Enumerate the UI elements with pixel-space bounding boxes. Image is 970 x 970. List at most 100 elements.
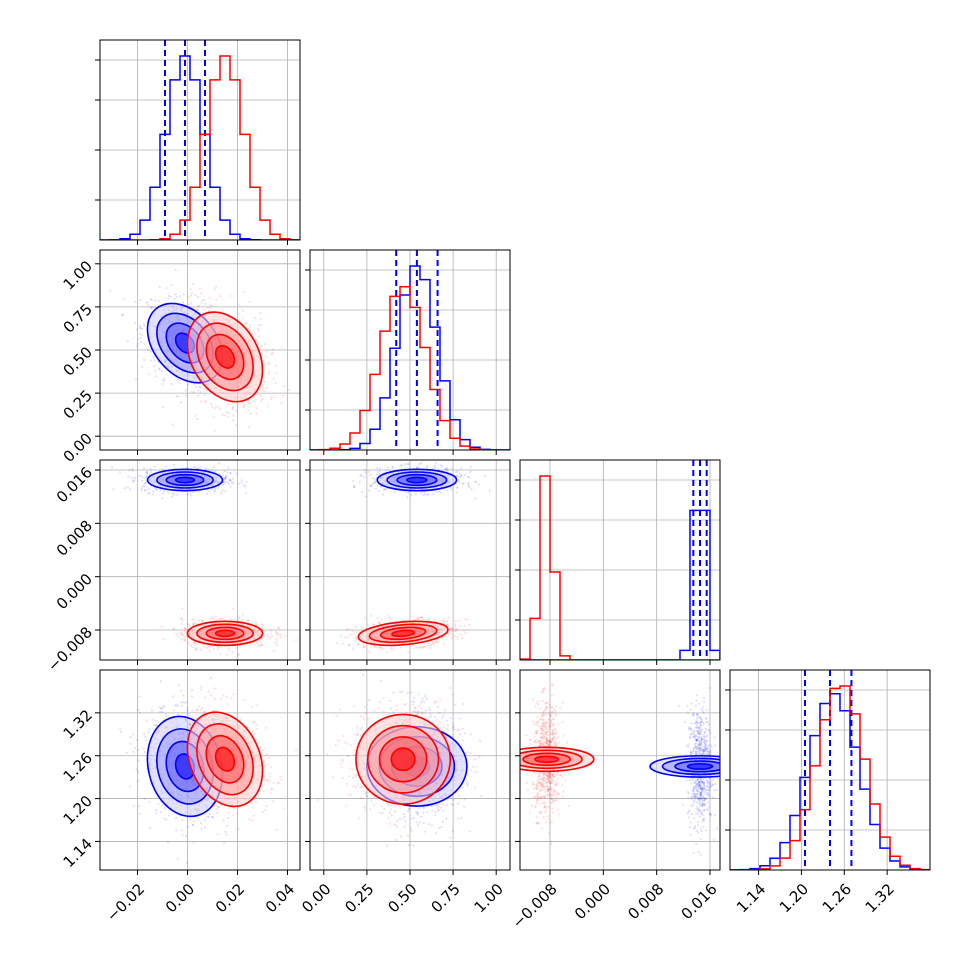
- scatter-point: [150, 306, 152, 308]
- scatter-point: [467, 482, 469, 484]
- scatter-point: [109, 290, 111, 292]
- scatter-point: [211, 406, 213, 408]
- scatter-point: [132, 480, 134, 482]
- scatter-point: [216, 405, 218, 407]
- scatter-point: [198, 313, 200, 315]
- scatter-point: [363, 645, 365, 647]
- scatter-point: [252, 400, 254, 402]
- scatter-point: [354, 626, 356, 628]
- scatter-point: [139, 474, 141, 476]
- scatter-point: [454, 630, 456, 632]
- scatter-point: [199, 466, 201, 468]
- scatter-point: [275, 372, 277, 374]
- scatter-point: [448, 632, 450, 634]
- scatter-point: [185, 835, 187, 837]
- scatter-point: [172, 423, 174, 425]
- scatter-point: [361, 627, 363, 629]
- scatter-point: [363, 476, 365, 478]
- scatter-point: [178, 684, 180, 686]
- scatter-point: [456, 491, 458, 493]
- scatter-point: [274, 382, 276, 384]
- scatter-point: [175, 343, 177, 345]
- scatter-point: [186, 706, 188, 708]
- scatter-point: [238, 483, 240, 485]
- scatter-point: [352, 648, 354, 650]
- scatter-point: [282, 395, 284, 397]
- scatter-point: [433, 619, 435, 621]
- scatter-point: [451, 637, 453, 639]
- scatter-point: [378, 490, 380, 492]
- scatter-point: [275, 631, 277, 633]
- scatter-point: [223, 842, 225, 844]
- scatter-point: [229, 479, 231, 481]
- scatter-point: [215, 804, 217, 806]
- corner-plot: 0.000.250.500.751.00−0.0080.0000.0080.01…: [0, 0, 970, 970]
- scatter-point: [285, 635, 287, 637]
- scatter-point: [131, 477, 133, 479]
- scatter-point: [196, 643, 198, 645]
- scatter-point: [175, 817, 177, 819]
- scatter-point: [410, 494, 412, 496]
- scatter-point: [237, 654, 239, 656]
- scatter-point: [275, 638, 277, 640]
- scatter-point: [352, 480, 354, 482]
- scatter-point: [129, 736, 131, 738]
- scatter-point: [141, 489, 143, 491]
- scatter-point: [227, 647, 229, 649]
- scatter-point: [172, 695, 174, 697]
- scatter-point: [192, 841, 194, 843]
- scatter-point: [470, 466, 472, 468]
- scatter-point: [134, 301, 136, 303]
- scatter-point: [163, 817, 165, 819]
- scatter-point: [355, 637, 357, 639]
- scatter-point: [484, 475, 486, 477]
- scatter-point: [248, 426, 250, 428]
- scatter-point: [447, 624, 449, 626]
- scatter-point: [454, 620, 456, 622]
- scatter-point: [192, 283, 194, 285]
- scatter-point: [269, 629, 271, 631]
- scatter-point: [432, 641, 434, 643]
- scatter-point: [167, 492, 169, 494]
- scatter-point: [189, 818, 191, 820]
- scatter-point: [182, 342, 184, 344]
- scatter-point: [139, 813, 141, 815]
- scatter-point: [273, 378, 275, 380]
- scatter-point: [163, 490, 165, 492]
- y-tick-label: 0.75: [60, 300, 96, 336]
- scatter-point: [459, 625, 461, 627]
- scatter-point: [181, 619, 183, 621]
- scatter-point: [451, 627, 453, 629]
- scatter-point: [148, 373, 150, 375]
- scatter-point: [152, 490, 154, 492]
- scatter-point: [353, 486, 355, 488]
- scatter-point: [140, 487, 142, 489]
- scatter-point: [197, 389, 199, 391]
- scatter-point: [235, 410, 237, 412]
- scatter-point: [221, 489, 223, 491]
- scatter-point: [175, 829, 177, 831]
- scatter-point: [340, 635, 342, 637]
- scatter-point: [144, 751, 146, 753]
- scatter-point: [177, 379, 179, 381]
- scatter-point: [243, 484, 245, 486]
- scatter-point: [161, 468, 163, 470]
- scatter-point: [181, 370, 183, 372]
- scatter-point: [144, 490, 146, 492]
- scatter-point: [229, 472, 231, 474]
- scatter-point: [154, 720, 156, 722]
- scatter-point: [233, 619, 235, 621]
- scatter-point: [249, 412, 251, 414]
- scatter-point: [151, 709, 153, 711]
- scatter-point: [145, 739, 147, 741]
- scatter-point: [137, 780, 139, 782]
- scatter-point: [168, 814, 170, 816]
- scatter-point: [346, 636, 348, 638]
- scatter-point: [218, 462, 220, 464]
- scatter-point: [427, 645, 429, 647]
- scatter-point: [150, 359, 152, 361]
- scatter-point: [367, 624, 369, 626]
- scatter-point: [236, 647, 238, 649]
- scatter-point: [213, 648, 215, 650]
- scatter-point: [144, 736, 146, 738]
